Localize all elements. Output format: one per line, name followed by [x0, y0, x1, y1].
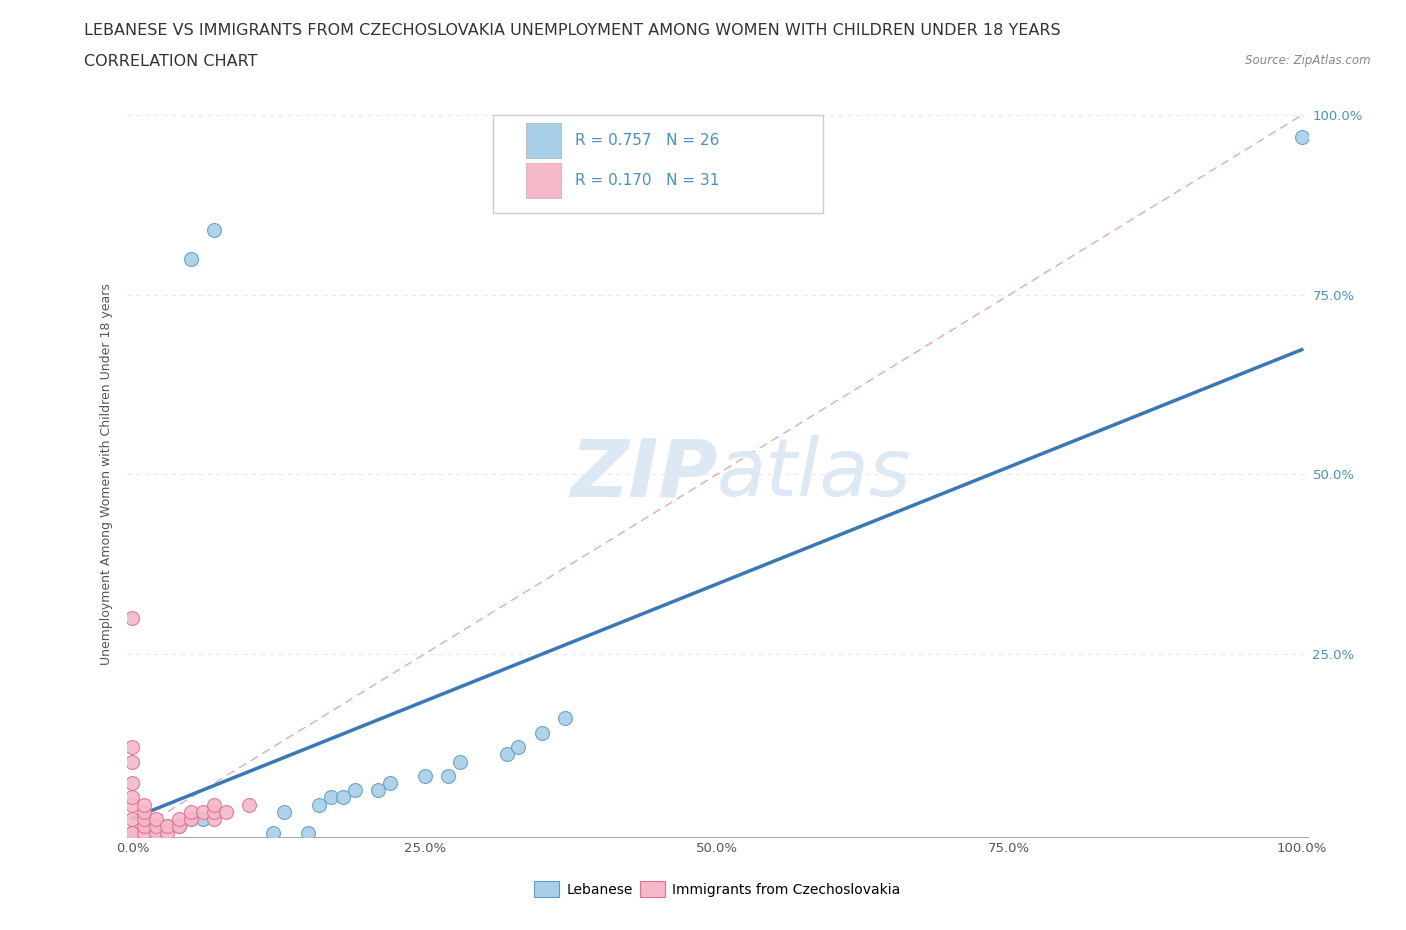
Point	[121, 797, 143, 812]
Point	[343, 783, 366, 798]
Point	[180, 804, 202, 819]
Point	[121, 776, 143, 790]
Point	[297, 826, 319, 841]
Point	[167, 812, 190, 827]
Point	[262, 826, 284, 841]
Point	[308, 797, 330, 812]
Point	[191, 804, 214, 819]
Point	[156, 818, 179, 833]
Point	[273, 804, 295, 819]
Point	[121, 826, 143, 841]
Text: CORRELATION CHART: CORRELATION CHART	[84, 54, 257, 69]
Point	[321, 790, 343, 805]
Point	[121, 826, 143, 841]
Point	[202, 804, 225, 819]
Text: Source: ZipAtlas.com: Source: ZipAtlas.com	[1246, 54, 1371, 67]
Point	[530, 725, 553, 740]
Point	[180, 812, 202, 827]
Point	[145, 826, 167, 841]
FancyBboxPatch shape	[526, 123, 561, 157]
Point	[132, 818, 155, 833]
FancyBboxPatch shape	[492, 115, 824, 213]
Text: ZIP: ZIP	[569, 435, 717, 513]
Point	[167, 818, 190, 833]
Y-axis label: Unemployment Among Women with Children Under 18 years: Unemployment Among Women with Children U…	[100, 284, 114, 665]
Point	[367, 783, 389, 798]
Point	[378, 776, 401, 790]
Text: LEBANESE VS IMMIGRANTS FROM CZECHOSLOVAKIA UNEMPLOYMENT AMONG WOMEN WITH CHILDRE: LEBANESE VS IMMIGRANTS FROM CZECHOSLOVAK…	[84, 23, 1062, 38]
Point	[554, 711, 576, 726]
Point	[332, 790, 354, 805]
Point	[145, 812, 167, 827]
Point	[1291, 129, 1313, 144]
Point	[508, 739, 530, 754]
Point	[156, 818, 179, 833]
Point	[449, 754, 471, 769]
Point	[167, 818, 190, 833]
Text: R = 0.170   N = 31: R = 0.170 N = 31	[575, 173, 720, 188]
Point	[121, 812, 143, 827]
Point	[132, 812, 155, 827]
Point	[121, 610, 143, 625]
FancyBboxPatch shape	[526, 163, 561, 197]
Point	[215, 804, 238, 819]
Point	[180, 812, 202, 827]
Point	[202, 812, 225, 827]
Point	[121, 826, 143, 841]
Point	[132, 818, 155, 833]
Point	[121, 790, 143, 805]
Text: atlas: atlas	[717, 435, 912, 513]
Point	[132, 826, 155, 841]
Point	[121, 739, 143, 754]
Point	[145, 818, 167, 833]
Legend: Lebanese, Immigrants from Czechoslovakia: Lebanese, Immigrants from Czechoslovakia	[529, 875, 905, 903]
Point	[413, 768, 436, 783]
Point	[202, 797, 225, 812]
Point	[238, 797, 260, 812]
Point	[132, 804, 155, 819]
Point	[191, 812, 214, 827]
Point	[156, 826, 179, 841]
Point	[121, 826, 143, 841]
Point	[202, 222, 225, 237]
Point	[180, 251, 202, 266]
Point	[121, 826, 143, 841]
Point	[437, 768, 460, 783]
Text: R = 0.757   N = 26: R = 0.757 N = 26	[575, 133, 720, 148]
Point	[145, 826, 167, 841]
Point	[121, 754, 143, 769]
Point	[132, 797, 155, 812]
Point	[495, 747, 517, 762]
